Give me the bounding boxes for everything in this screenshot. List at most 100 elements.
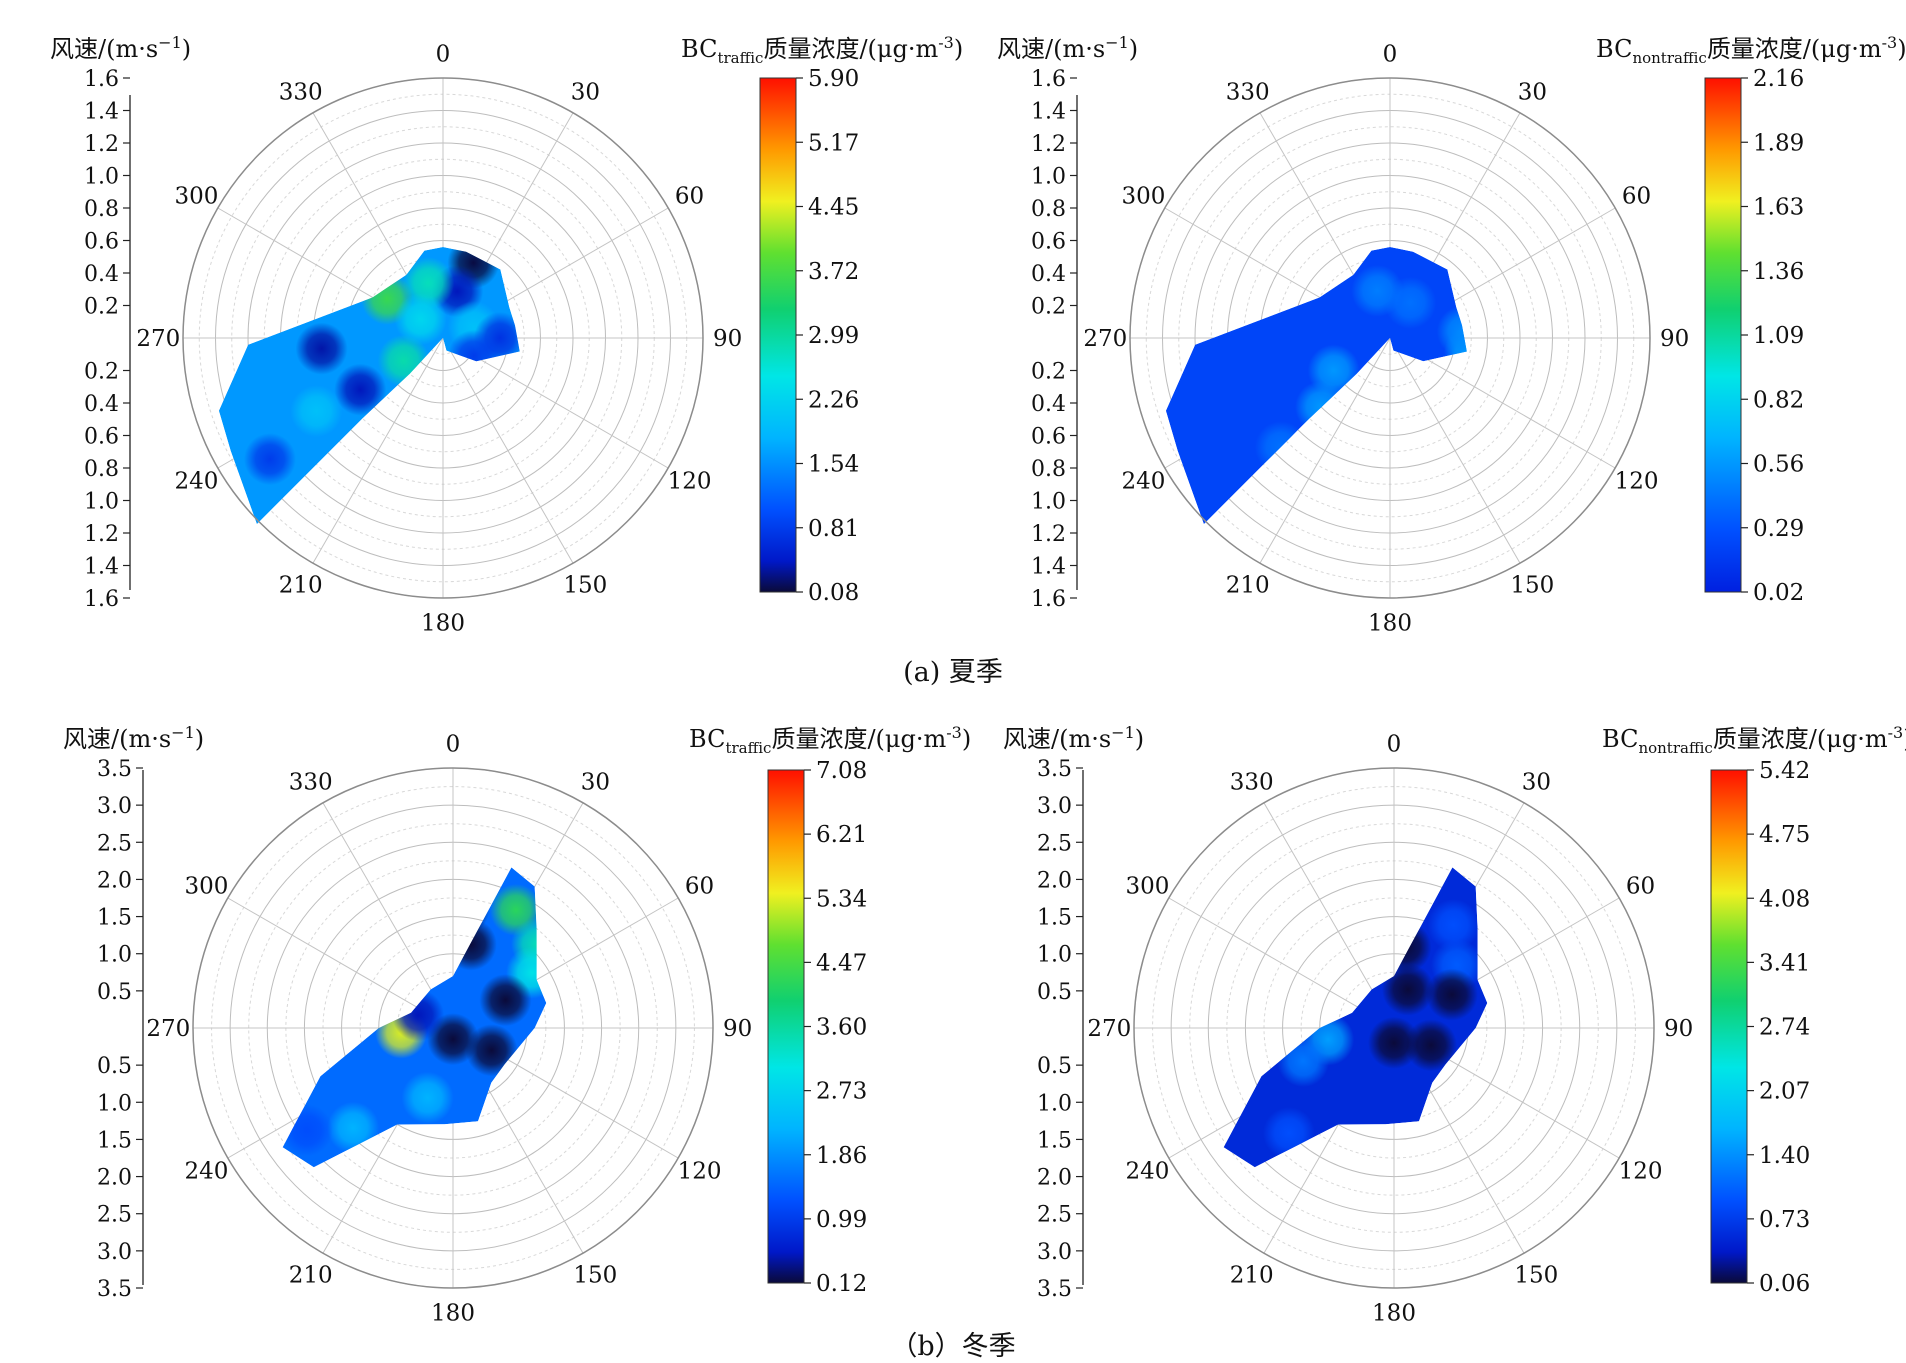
colorbar-title-close: ) (1903, 725, 1906, 753)
wind-axis-title-close: ) (1129, 35, 1138, 63)
colorbar-tick-label: 2.99 (808, 323, 859, 349)
angle-label: 150 (563, 573, 607, 599)
angle-label: 30 (1522, 769, 1551, 795)
wind-axis-tick-label: 3.0 (97, 1240, 132, 1265)
angle-label: 150 (573, 1263, 617, 1289)
colorbar (767, 769, 805, 1284)
angle-label: 30 (581, 769, 610, 795)
colorbar-tick-label: 6.21 (816, 822, 867, 848)
colorbar-tick-label: 0.56 (1753, 452, 1804, 478)
wind-axis-tick-label: 2.0 (1037, 1166, 1072, 1191)
wind-axis-tick-label: 1.6 (84, 587, 119, 612)
colorbar-tick-label: 0.73 (1759, 1207, 1810, 1233)
colorbar-tick-label: 1.09 (1753, 323, 1804, 349)
wind-axis-tick-label: 1.0 (97, 943, 132, 968)
wind-axis-tick-label: 0.6 (84, 230, 119, 255)
wind-axis-tick-label: 0.2 (1031, 360, 1066, 385)
colorbar (1704, 77, 1742, 593)
colorbar-title-close: ) (1897, 35, 1906, 63)
wind-axis-tick-label: 0.2 (1031, 295, 1066, 320)
colorbar-tick-label: 4.75 (1759, 822, 1810, 848)
wind-axis-tick-label: 1.0 (1031, 165, 1066, 190)
wind-axis-tick-label: 1.2 (84, 522, 119, 547)
colorbar-title-sup: -3 (1882, 33, 1898, 52)
angle-label: 330 (279, 79, 323, 105)
angle-label: 60 (1626, 874, 1655, 900)
colorbar-title-sub: traffic (725, 739, 771, 757)
wind-axis-tick-label: 1.5 (97, 1128, 132, 1153)
colorbar-tick-label: 2.74 (1759, 1015, 1810, 1041)
summer-traffic-panel: 0 30 60 90 120 150 180 210 240 270 300 330 1.6 1.4 1.2… (50, 33, 963, 637)
angle-label: 180 (1368, 611, 1412, 637)
angle-label: 90 (1664, 1016, 1693, 1042)
wind-axis-title-close: ) (195, 725, 204, 753)
colorbar-title-sup: -3 (1888, 723, 1904, 742)
wind-axis-title-sup: −1 (1111, 723, 1135, 742)
wind-axis-tick-label: 1.0 (84, 165, 119, 190)
angle-label: 330 (1230, 769, 1274, 795)
wind-axis-tick-label: 1.4 (84, 100, 119, 125)
colorbar (1710, 769, 1748, 1284)
hotspot (479, 974, 532, 1027)
angle-label: 210 (289, 1263, 333, 1289)
colorbar-tick-label: 2.26 (808, 387, 859, 413)
hotspot (1436, 305, 1467, 358)
colorbar-title: BCnontraffic质量浓度/(μg·m-3) (1596, 33, 1906, 67)
wind-axis-tick-label: 1.5 (97, 906, 132, 931)
wind-axis-tick-label: 0.8 (84, 457, 119, 482)
angle-label: 150 (1510, 573, 1554, 599)
angle-label: 270 (1087, 1016, 1131, 1042)
wind-axis-tick-label: 3.5 (97, 1277, 132, 1302)
angle-label: 270 (1083, 326, 1127, 352)
hotspot (290, 385, 343, 438)
angle-label: 330 (289, 769, 333, 795)
hotspot (465, 1024, 518, 1077)
angle-label: 180 (1372, 1301, 1416, 1327)
colorbar (759, 77, 797, 593)
angle-label: 240 (184, 1158, 228, 1184)
hotspot (334, 363, 387, 416)
polar-outer-circle (1133, 767, 1655, 1289)
angle-label: 270 (136, 326, 180, 352)
colorbar-title: BCnontraffic质量浓度/(μg·m-3) (1602, 723, 1906, 757)
colorbar-title-sup: -3 (946, 723, 962, 742)
colorbar-tick-label: 1.40 (1759, 1143, 1810, 1169)
angle-label: 270 (146, 1016, 190, 1042)
angle-label: 240 (1125, 1158, 1169, 1184)
wind-axis-title-sup: −1 (171, 723, 195, 742)
wind-axis-tick-label: 2.5 (1037, 1203, 1072, 1228)
wind-axis-tick-label: 0.8 (1031, 197, 1066, 222)
winter-traffic-panel: 0 30 60 90 120 150 180 210 240 270 300 330 3.5 3.0 2.5… (63, 723, 971, 1327)
colorbar-tick-label: 3.41 (1759, 950, 1810, 976)
hotspot (1425, 968, 1478, 1021)
colorbar-tick-label: 0.82 (1753, 387, 1804, 413)
hotspot (1405, 1019, 1458, 1072)
colorbar-tick-label: 4.47 (816, 950, 867, 976)
wind-axis-title: 风速/(m·s−1) (1003, 723, 1144, 753)
wind-axis-tick-label: 0.5 (1037, 980, 1072, 1005)
colorbar-title-close: ) (954, 35, 963, 63)
colorbar-title-close: ) (962, 725, 971, 753)
wind-axis-title-text: 风速/(m·s (997, 35, 1105, 63)
wind-axis-title-sup: −1 (1105, 33, 1129, 52)
heat-region (218, 247, 520, 525)
hotspot (1381, 963, 1434, 1016)
colorbar-title-sub: nontraffic (1638, 739, 1712, 757)
polar-outer-circle (182, 77, 704, 599)
wind-axis-tick-label: 3.5 (1037, 757, 1072, 782)
colorbar-tick-label: 4.45 (808, 195, 859, 221)
colorbar-tick-label: 2.16 (1753, 66, 1804, 92)
wind-axis-tick-label: 0.4 (84, 262, 119, 287)
hotspot (295, 322, 348, 375)
wind-axis-tick-label: 1.5 (1037, 1128, 1072, 1153)
colorbar-title: BCtraffic质量浓度/(μg·m-3) (681, 33, 963, 67)
wind-axis-tick-label: 0.8 (1031, 457, 1066, 482)
caption-winter: （b）冬季 (890, 1331, 1016, 1362)
angle-label: 30 (1518, 79, 1547, 105)
colorbar-tick-label: 2.07 (1759, 1079, 1810, 1105)
angle-label: 0 (446, 731, 461, 757)
angle-label: 0 (1387, 731, 1402, 757)
polar-spoke (1259, 337, 1391, 564)
polar-spoke (442, 337, 574, 564)
